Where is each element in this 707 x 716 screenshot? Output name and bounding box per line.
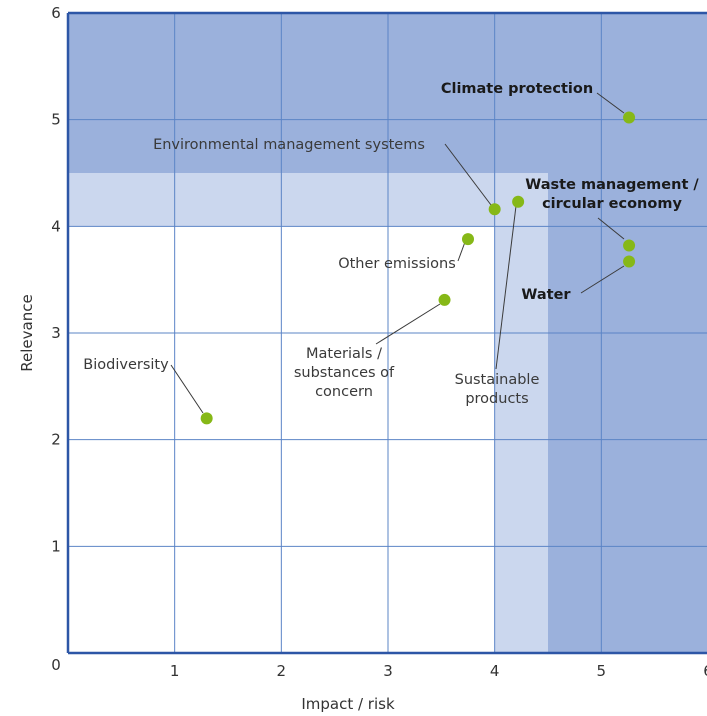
y-tick-label: 3 <box>51 324 61 342</box>
leader-line <box>495 205 517 370</box>
y-tick-label: 1 <box>51 537 61 555</box>
x-tick-label: 0 <box>51 656 61 674</box>
point-label-line: Water <box>521 287 571 303</box>
leader-line <box>444 143 492 206</box>
point-label-line: Materials / <box>306 346 382 362</box>
point-label-line: products <box>465 391 528 407</box>
point-label-line: concern <box>315 384 373 400</box>
point-label-line: Environmental management systems <box>153 137 425 153</box>
leader-line <box>375 303 441 345</box>
leader-line <box>597 217 625 240</box>
data-point <box>512 195 525 208</box>
point-label-line: Other emissions <box>338 256 456 272</box>
point-label: Water <box>521 287 571 303</box>
x-tick-label: 6 <box>703 662 707 680</box>
point-label-line: circular economy <box>542 196 682 212</box>
x-tick-label: 1 <box>170 662 180 680</box>
leader-line <box>580 265 625 294</box>
point-label: Other emissions <box>338 256 456 272</box>
y-tick-label: 4 <box>51 217 61 235</box>
point-label: Biodiversity <box>83 357 169 373</box>
x-tick-label: 2 <box>277 662 287 680</box>
y-tick-label: 6 <box>51 4 61 22</box>
leader-line <box>457 241 466 262</box>
point-label: Materials / substances of concern <box>294 346 395 400</box>
data-point <box>623 239 636 252</box>
y-axis-title: Relevance <box>18 294 36 371</box>
point-label: Climate protection <box>441 81 593 97</box>
data-point <box>200 412 213 425</box>
point-label-line: Climate protection <box>441 81 593 97</box>
point-label: Environmental management systems <box>153 137 425 153</box>
data-point <box>462 233 474 246</box>
point-label-line: substances of <box>294 365 395 381</box>
x-tick-label: 3 <box>383 662 393 680</box>
y-tick-label: 5 <box>51 111 61 129</box>
data-point <box>488 203 501 216</box>
data-point <box>623 255 636 268</box>
y-tick-label: 2 <box>51 431 61 449</box>
point-label-line: Waste management / <box>525 177 699 193</box>
point-label-line: Biodiversity <box>83 357 169 373</box>
leader-line <box>596 92 625 114</box>
data-point <box>623 111 636 124</box>
x-tick-label: 5 <box>597 662 607 680</box>
x-tick-label: 4 <box>490 662 500 680</box>
point-label: Waste management / circular economy <box>525 177 699 212</box>
leader-line <box>170 364 204 414</box>
data-point <box>438 293 451 306</box>
point-label-line: Sustainable <box>455 372 540 388</box>
point-label: Sustainable products <box>455 372 540 407</box>
x-axis-title: Impact / risk <box>301 695 395 713</box>
